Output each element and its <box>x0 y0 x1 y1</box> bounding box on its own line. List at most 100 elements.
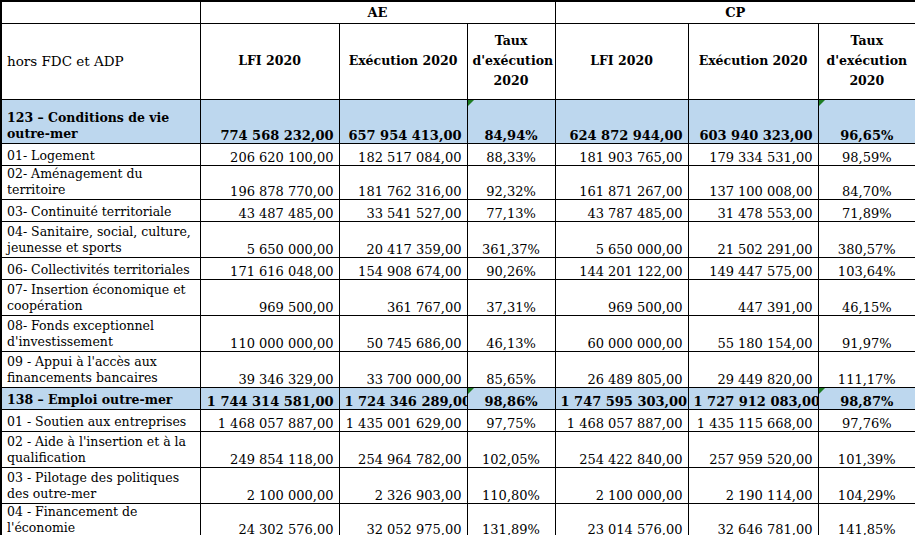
cell-cp-lfi: 624 872 944,00 <box>555 99 688 143</box>
budget-table-sheet: AE CP hors FDC et ADP LFI 2020 Exécution… <box>0 0 915 535</box>
table-row: 03 - Pilotage des politiques des outre-m… <box>1 467 915 503</box>
group-header-cp: CP <box>555 1 915 23</box>
table-row: 07- Insertion économique et coopération … <box>1 279 915 315</box>
cell-ae-execution: 50 745 686,00 <box>339 315 467 351</box>
table-row: 02- Aménagement du territoire 196 878 77… <box>1 165 915 199</box>
cell-cp-execution: 55 180 154,00 <box>688 315 818 351</box>
cell-ae-lfi: 1 468 057 887,00 <box>200 409 339 431</box>
row-label: 08- Fonds exceptionnel d'investissement <box>1 315 200 351</box>
cell-cp-lfi: 43 787 485,00 <box>555 199 688 221</box>
table-row: 09 - Appui à l'accès aux financements ba… <box>1 351 915 387</box>
row-label: 138 – Emploi outre-mer <box>1 387 200 409</box>
cell-ae-lfi: 196 878 770,00 <box>200 165 339 199</box>
cell-cp-taux: 111,17% <box>818 351 915 387</box>
cell-ae-execution: 1 435 001 629,00 <box>339 409 467 431</box>
cell-ae-lfi: 2 100 000,00 <box>200 467 339 503</box>
header-execution-cp: Exécution 2020 <box>688 23 818 99</box>
cell-ae-execution: 1 724 346 289,00 <box>339 387 467 409</box>
table-row: 08- Fonds exceptionnel d'investissement … <box>1 315 915 351</box>
cell-cp-execution: 137 100 008,00 <box>688 165 818 199</box>
cell-ae-taux: 90,26% <box>467 257 555 279</box>
cell-ae-execution: 657 954 413,00 <box>339 99 467 143</box>
cell-cp-taux: 84,70% <box>818 165 915 199</box>
header-lfi-ae: LFI 2020 <box>200 23 339 99</box>
header-execution-ae: Exécution 2020 <box>339 23 467 99</box>
cell-ae-taux: 77,13% <box>467 199 555 221</box>
cell-ae-taux: 84,94% <box>467 99 555 143</box>
cell-ae-execution: 32 052 975,00 <box>339 503 467 535</box>
row-label: 03 - Pilotage des politiques des outre-m… <box>1 467 200 503</box>
cell-cp-taux: 91,97% <box>818 315 915 351</box>
cell-ae-taux: 131,89% <box>467 503 555 535</box>
cell-ae-lfi: 206 620 100,00 <box>200 143 339 165</box>
row-label: 06- Collectivités territoriales <box>1 257 200 279</box>
row-label: 01 - Soutien aux entreprises <box>1 409 200 431</box>
row-label: 01- Logement <box>1 143 200 165</box>
row-label: 123 – Conditions de vie outre-mer <box>1 99 200 143</box>
cell-cp-execution: 1 435 115 668,00 <box>688 409 818 431</box>
table-row-program-123: 123 – Conditions de vie outre-mer 774 56… <box>1 99 915 143</box>
cell-cp-taux: 98,59% <box>818 143 915 165</box>
row-label: 02- Aménagement du territoire <box>1 165 200 199</box>
row-label: 07- Insertion économique et coopération <box>1 279 200 315</box>
cell-cp-taux: 104,29% <box>818 467 915 503</box>
cell-ae-lfi: 24 302 576,00 <box>200 503 339 535</box>
cell-cp-lfi: 26 489 805,00 <box>555 351 688 387</box>
cell-cp-execution: 257 959 520,00 <box>688 431 818 467</box>
cell-cp-taux: 71,89% <box>818 199 915 221</box>
row-label: 04 - Financement de l'économie <box>1 503 200 535</box>
cell-ae-taux: 110,80% <box>467 467 555 503</box>
cell-ae-execution: 181 762 316,00 <box>339 165 467 199</box>
cell-cp-taux: 103,64% <box>818 257 915 279</box>
cell-ae-taux: 97,75% <box>467 409 555 431</box>
cell-ae-taux: 361,37% <box>467 221 555 257</box>
cell-ae-execution: 361 767,00 <box>339 279 467 315</box>
row-label: 02 - Aide à l'insertion et à la qualific… <box>1 431 200 467</box>
cell-ae-taux: 88,33% <box>467 143 555 165</box>
cell-ae-taux: 46,13% <box>467 315 555 351</box>
cell-ae-lfi: 43 487 485,00 <box>200 199 339 221</box>
row-label: 03- Continuité territoriale <box>1 199 200 221</box>
cell-cp-lfi: 5 650 000,00 <box>555 221 688 257</box>
table-row: 04 - Financement de l'économie 24 302 57… <box>1 503 915 535</box>
header-taux-cp: Taux d'exécution 2020 <box>818 23 915 99</box>
cell-cp-lfi: 144 201 122,00 <box>555 257 688 279</box>
cell-cp-taux: 380,57% <box>818 221 915 257</box>
cell-cp-lfi: 1 468 057 887,00 <box>555 409 688 431</box>
cell-cp-taux: 97,76% <box>818 409 915 431</box>
cell-cp-taux: 101,39% <box>818 431 915 467</box>
header-taux-ae: Taux d'exécution 2020 <box>467 23 555 99</box>
cell-cp-execution: 603 940 323,00 <box>688 99 818 143</box>
row-label: 04- Sanitaire, social, culture, jeunesse… <box>1 221 200 257</box>
cell-ae-lfi: 1 744 314 581,00 <box>200 387 339 409</box>
cell-cp-lfi: 1 747 595 303,00 <box>555 387 688 409</box>
cell-ae-execution: 2 326 903,00 <box>339 467 467 503</box>
table-row: 02 - Aide à l'insertion et à la qualific… <box>1 431 915 467</box>
corner-empty-cell <box>1 1 200 23</box>
table-row-program-138: 138 – Emploi outre-mer 1 744 314 581,00 … <box>1 387 915 409</box>
header-lfi-cp: LFI 2020 <box>555 23 688 99</box>
cell-ae-execution: 254 964 782,00 <box>339 431 467 467</box>
table-row: 01 - Soutien aux entreprises 1 468 057 8… <box>1 409 915 431</box>
cell-cp-execution: 32 646 781,00 <box>688 503 818 535</box>
cell-ae-lfi: 969 500,00 <box>200 279 339 315</box>
cell-cp-lfi: 2 100 000,00 <box>555 467 688 503</box>
cell-ae-taux: 37,31% <box>467 279 555 315</box>
group-header-ae: AE <box>200 1 555 23</box>
cell-cp-execution: 21 502 291,00 <box>688 221 818 257</box>
cell-cp-taux: 98,87% <box>818 387 915 409</box>
group-header-row: AE CP <box>1 1 915 23</box>
cell-cp-lfi: 161 871 267,00 <box>555 165 688 199</box>
table-row: 06- Collectivités territoriales 171 616 … <box>1 257 915 279</box>
cell-cp-lfi: 969 500,00 <box>555 279 688 315</box>
table-row: 03- Continuité territoriale 43 487 485,0… <box>1 199 915 221</box>
cell-ae-lfi: 774 568 232,00 <box>200 99 339 143</box>
cell-ae-execution: 154 908 674,00 <box>339 257 467 279</box>
cell-cp-execution: 149 447 575,00 <box>688 257 818 279</box>
table-row: 01- Logement 206 620 100,00 182 517 084,… <box>1 143 915 165</box>
cell-ae-taux: 98,86% <box>467 387 555 409</box>
cell-ae-lfi: 110 000 000,00 <box>200 315 339 351</box>
table-row: 04- Sanitaire, social, culture, jeunesse… <box>1 221 915 257</box>
cell-cp-execution: 447 391,00 <box>688 279 818 315</box>
cell-cp-execution: 29 449 820,00 <box>688 351 818 387</box>
